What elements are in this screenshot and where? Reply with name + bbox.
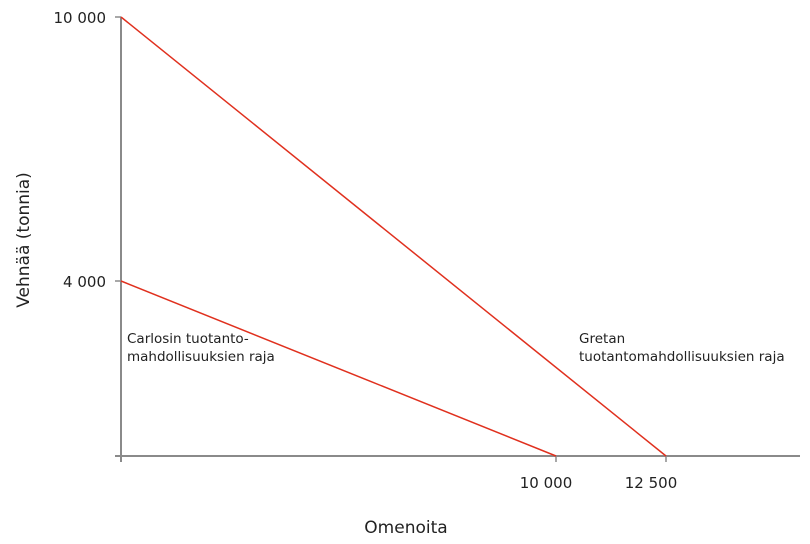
x-axis-title: Omenoita <box>364 518 447 538</box>
greta-label-line2: tuotantomahdollisuuksien raja <box>579 349 785 365</box>
carlos-label-line2: mahdollisuuksien raja <box>127 349 275 365</box>
y-axis-title: Vehnää (tonnia) <box>14 172 34 308</box>
y-tick-label-10000: 10 000 <box>54 9 107 27</box>
y-tick-label-4000: 4 000 <box>63 273 106 291</box>
carlos-ppf-line <box>120 280 557 457</box>
greta-ppf-line <box>120 16 667 457</box>
x-tick-label-12500: 12 500 <box>625 474 678 492</box>
carlos-label-line1: Carlosin tuotanto- <box>127 331 249 347</box>
greta-label-line1: Gretan <box>579 331 625 347</box>
x-tick-label-10000: 10 000 <box>520 474 573 492</box>
